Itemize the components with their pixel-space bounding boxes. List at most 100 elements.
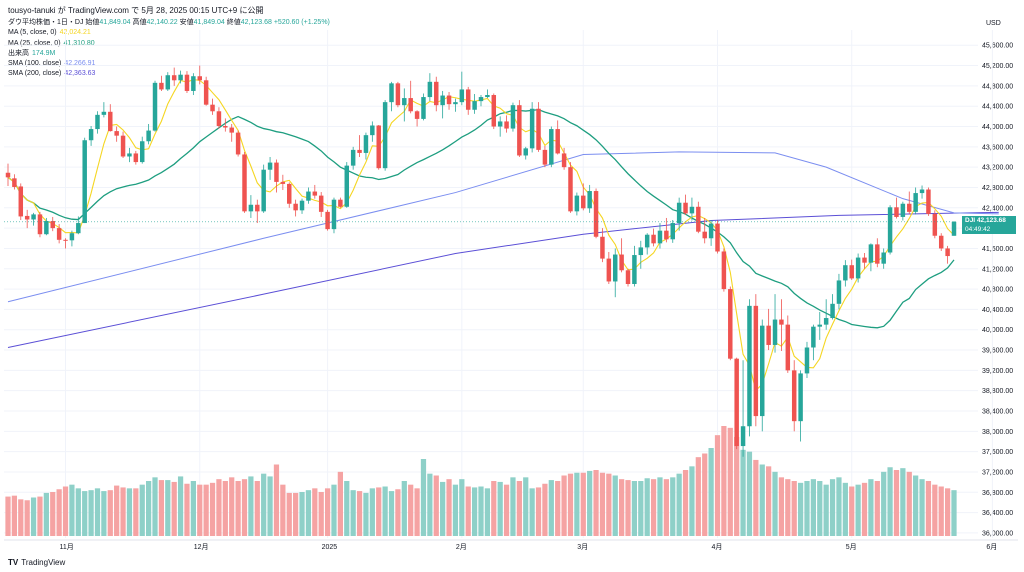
- candle-body: [363, 135, 369, 153]
- candle-body: [453, 102, 458, 105]
- low-value: 41,849.04: [193, 19, 225, 26]
- candle-body: [849, 265, 854, 279]
- candle-body: [338, 199, 343, 207]
- y-tick-label: 41,600.00: [982, 246, 1013, 253]
- candle-body: [261, 169, 266, 212]
- high-label: 高値: [132, 19, 147, 26]
- candle-body: [344, 165, 350, 207]
- candle-body: [887, 207, 893, 253]
- y-tick-label: 37,600.00: [982, 449, 1013, 456]
- sma200-value: 42,363.63: [64, 70, 96, 78]
- candle-body: [171, 75, 177, 81]
- sma100-value: 42,266.91: [64, 60, 96, 68]
- volume-bar: [356, 491, 363, 536]
- volume-bar: [94, 488, 101, 536]
- candle-body: [817, 324, 823, 327]
- candle-body: [734, 358, 739, 447]
- candle-body: [542, 149, 548, 165]
- candle-body: [440, 95, 445, 106]
- volume-bar: [273, 464, 280, 536]
- candle-body: [855, 257, 861, 279]
- ma25-label: MA (25, close, 0): [8, 39, 61, 47]
- candle-body: [287, 183, 292, 204]
- tradingview-footer[interactable]: TV TradingView: [8, 558, 65, 567]
- volume-bar: [363, 492, 369, 536]
- volume-bar: [887, 467, 893, 536]
- volume-bar: [235, 481, 241, 536]
- volume-bar: [587, 470, 593, 536]
- volume-bar: [650, 479, 657, 536]
- y-tick-label: 40,400.00: [982, 307, 1013, 314]
- candle-body: [376, 125, 381, 169]
- volume-bar: [433, 475, 439, 536]
- candle-body: [165, 75, 171, 90]
- candle-body: [606, 258, 612, 282]
- candle-body: [945, 248, 950, 257]
- y-tick-label: 37,200.00: [982, 469, 1013, 476]
- volume-bar: [708, 448, 714, 536]
- candle-body: [50, 221, 55, 229]
- candle-body: [907, 203, 912, 212]
- candle-body: [139, 141, 145, 163]
- volume-bar: [791, 481, 797, 536]
- ma5-value: 42,024.21: [59, 29, 91, 37]
- volume-bar: [459, 479, 465, 536]
- candle-body: [497, 121, 503, 127]
- volume-bar: [293, 492, 299, 536]
- volume-bar: [817, 481, 823, 536]
- volume-bar: [312, 488, 318, 536]
- volume-bar: [510, 477, 516, 536]
- volume-row: 出来高 174.9M: [8, 49, 330, 59]
- candle-body: [779, 319, 784, 325]
- candle-body: [664, 230, 669, 240]
- volume-bar: [919, 479, 925, 536]
- last-price-tag: DJI 42,123.68 04:49:42: [962, 215, 1016, 234]
- candle-body: [715, 223, 720, 252]
- currency-label: USD: [986, 20, 1001, 27]
- volume-bar: [797, 482, 804, 536]
- volume-bar: [62, 486, 69, 536]
- volume-bar: [702, 453, 708, 536]
- candle-body: [24, 215, 30, 220]
- candle-body: [69, 233, 75, 241]
- volume-bar: [382, 486, 388, 536]
- volume-bar: [395, 489, 401, 536]
- open-value: 41,849.04: [99, 19, 131, 26]
- volume-bar: [484, 488, 491, 536]
- candle-body: [868, 244, 874, 263]
- candle-body: [267, 162, 273, 170]
- y-tick-label: 38,400.00: [982, 409, 1013, 416]
- volume-bar: [171, 481, 177, 536]
- volume-bar: [184, 483, 190, 536]
- candle-body: [932, 213, 938, 236]
- volume-bar: [785, 479, 791, 536]
- candle-body: [625, 270, 631, 284]
- volume-bar: [523, 477, 529, 536]
- candle-body: [88, 129, 94, 141]
- candle-body: [830, 303, 835, 319]
- volume-bar: [644, 478, 650, 536]
- volume-bar: [158, 480, 165, 536]
- volume-bar: [465, 486, 471, 536]
- volume-bar: [766, 466, 772, 536]
- candle-body: [491, 95, 497, 127]
- volume-bar: [593, 470, 599, 536]
- candle-body: [191, 76, 196, 91]
- volume-bar: [388, 491, 395, 536]
- candle-body: [823, 318, 829, 325]
- y-tick-label: 42,400.00: [982, 205, 1013, 212]
- ma25-line: [7, 108, 955, 329]
- volume-bar: [906, 471, 912, 536]
- volume-bar: [305, 490, 312, 536]
- open-label: 始値: [85, 19, 100, 26]
- symbol-title: ダウ平均株価・1日・DJ: [8, 19, 84, 26]
- candle-body: [31, 214, 36, 220]
- volume-bar: [625, 480, 631, 536]
- candle-body: [127, 153, 132, 157]
- candle-body: [274, 162, 279, 182]
- x-tick-label: 5月: [846, 543, 857, 551]
- volume-bar: [471, 487, 478, 536]
- volume-bar: [427, 473, 433, 536]
- volume-bar: [190, 481, 196, 536]
